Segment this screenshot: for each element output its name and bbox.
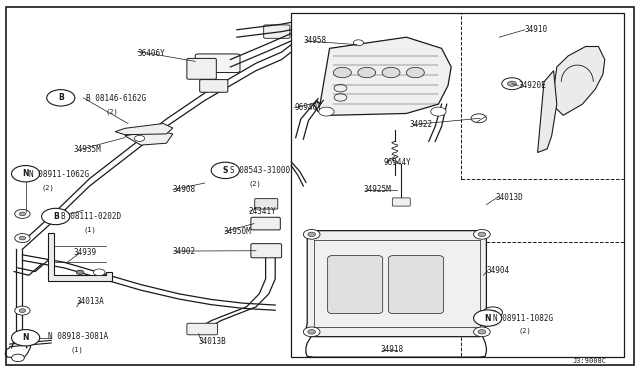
Text: B: B	[53, 212, 58, 221]
Circle shape	[333, 67, 351, 78]
Polygon shape	[125, 130, 173, 145]
Text: 34935M: 34935M	[74, 145, 101, 154]
Text: B 08111-0202D: B 08111-0202D	[61, 212, 121, 221]
Circle shape	[502, 78, 522, 90]
FancyBboxPatch shape	[187, 58, 216, 79]
Circle shape	[19, 236, 26, 240]
Circle shape	[19, 212, 26, 216]
Circle shape	[12, 330, 40, 346]
Bar	[461, 242, 624, 357]
Text: (1): (1)	[70, 346, 83, 353]
Text: 24341Y: 24341Y	[248, 207, 276, 216]
Text: 34910: 34910	[525, 25, 548, 34]
FancyBboxPatch shape	[388, 256, 444, 314]
Polygon shape	[314, 37, 451, 115]
FancyBboxPatch shape	[392, 198, 410, 206]
Text: N: N	[484, 314, 491, 323]
Circle shape	[93, 269, 105, 276]
Circle shape	[382, 67, 400, 78]
FancyBboxPatch shape	[328, 256, 383, 314]
Circle shape	[15, 234, 30, 243]
Circle shape	[303, 327, 320, 337]
Circle shape	[19, 309, 26, 312]
Text: 34918: 34918	[381, 345, 404, 354]
FancyBboxPatch shape	[251, 217, 280, 230]
Text: 36406Y: 36406Y	[138, 49, 165, 58]
Text: 34908: 34908	[173, 185, 196, 194]
Circle shape	[12, 166, 40, 182]
Circle shape	[15, 306, 30, 315]
FancyBboxPatch shape	[251, 244, 282, 258]
Circle shape	[211, 162, 239, 179]
Circle shape	[303, 230, 320, 239]
Text: N: N	[22, 169, 29, 178]
Circle shape	[42, 208, 70, 225]
Circle shape	[406, 67, 424, 78]
Text: 34920E: 34920E	[518, 81, 546, 90]
Bar	[461, 13, 624, 179]
Text: S 08543-31000: S 08543-31000	[230, 166, 291, 175]
Text: 34013B: 34013B	[198, 337, 226, 346]
Circle shape	[134, 135, 145, 141]
Text: (2): (2)	[248, 180, 261, 187]
Circle shape	[489, 310, 497, 315]
Text: S: S	[223, 166, 228, 175]
FancyBboxPatch shape	[200, 80, 228, 92]
Text: 34950M: 34950M	[224, 227, 252, 236]
Circle shape	[474, 327, 490, 337]
Text: 34939: 34939	[74, 248, 97, 257]
Circle shape	[353, 40, 364, 46]
Text: 34902: 34902	[173, 247, 196, 256]
Circle shape	[478, 232, 486, 237]
Text: (2): (2)	[42, 185, 54, 191]
Text: 34922: 34922	[410, 120, 433, 129]
Text: 96940Y: 96940Y	[294, 103, 322, 112]
Polygon shape	[306, 231, 486, 337]
Text: B: B	[58, 93, 63, 102]
Text: 34013A: 34013A	[77, 297, 104, 306]
Circle shape	[474, 310, 502, 326]
Text: 34013D: 34013D	[496, 193, 524, 202]
Text: N 08911-1082G: N 08911-1082G	[493, 314, 553, 323]
Text: B 08146-6162G: B 08146-6162G	[86, 94, 147, 103]
Circle shape	[478, 330, 486, 334]
Circle shape	[431, 107, 446, 116]
Text: (2): (2)	[106, 108, 118, 115]
Text: 96944Y: 96944Y	[384, 158, 412, 167]
Bar	[291, 13, 624, 357]
Text: (2): (2)	[518, 328, 531, 334]
FancyBboxPatch shape	[255, 199, 278, 209]
Text: N: N	[22, 333, 29, 342]
Circle shape	[483, 307, 502, 318]
Circle shape	[15, 209, 30, 218]
Circle shape	[319, 107, 334, 116]
Polygon shape	[115, 124, 173, 135]
Circle shape	[474, 230, 490, 239]
FancyBboxPatch shape	[264, 25, 290, 38]
Circle shape	[308, 330, 316, 334]
Text: 34958: 34958	[304, 36, 327, 45]
Circle shape	[47, 90, 75, 106]
Circle shape	[508, 81, 516, 86]
Circle shape	[76, 270, 84, 275]
Circle shape	[471, 114, 486, 123]
Circle shape	[308, 232, 316, 237]
Text: J3:9008C: J3:9008C	[573, 358, 607, 364]
Polygon shape	[538, 71, 557, 153]
Polygon shape	[48, 232, 112, 281]
Text: N 08911-1062G: N 08911-1062G	[29, 170, 89, 179]
FancyBboxPatch shape	[195, 54, 240, 73]
Text: N 08918-3081A: N 08918-3081A	[48, 332, 108, 341]
FancyBboxPatch shape	[187, 323, 218, 335]
Circle shape	[12, 354, 24, 362]
Circle shape	[358, 67, 376, 78]
Text: 34904: 34904	[486, 266, 509, 275]
Text: 34925M: 34925M	[364, 185, 391, 194]
Polygon shape	[552, 46, 605, 115]
Text: (1): (1)	[83, 226, 96, 233]
